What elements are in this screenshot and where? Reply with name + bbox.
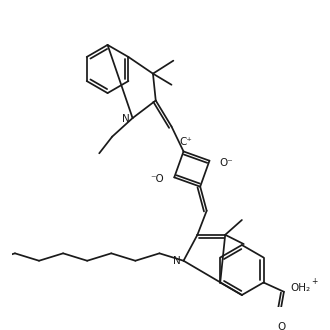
Text: O: O bbox=[277, 322, 285, 330]
Text: N: N bbox=[122, 114, 130, 124]
Text: OH₂: OH₂ bbox=[290, 283, 311, 293]
Text: +: + bbox=[311, 277, 318, 286]
Text: N: N bbox=[173, 256, 181, 266]
Text: O⁻: O⁻ bbox=[219, 157, 233, 168]
Text: ⁻O: ⁻O bbox=[151, 174, 164, 184]
Text: C⁺: C⁺ bbox=[179, 137, 192, 147]
